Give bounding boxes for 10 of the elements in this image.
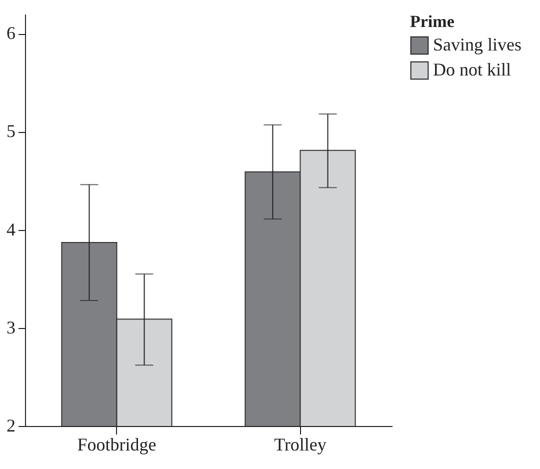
y-tick-label: 3 [6,317,16,338]
legend-title: Prime [410,12,455,31]
y-tick-label: 4 [6,219,16,240]
y-tick-label: 2 [6,416,16,436]
x-tick-label: Footbridge [77,434,156,454]
legend-label: Saving lives [433,34,522,54]
y-tick-label: 6 [6,23,16,44]
x-tick-label: Trolley [274,434,326,454]
legend-label: Do not kill [433,60,512,80]
y-tick-label: 5 [6,121,16,142]
